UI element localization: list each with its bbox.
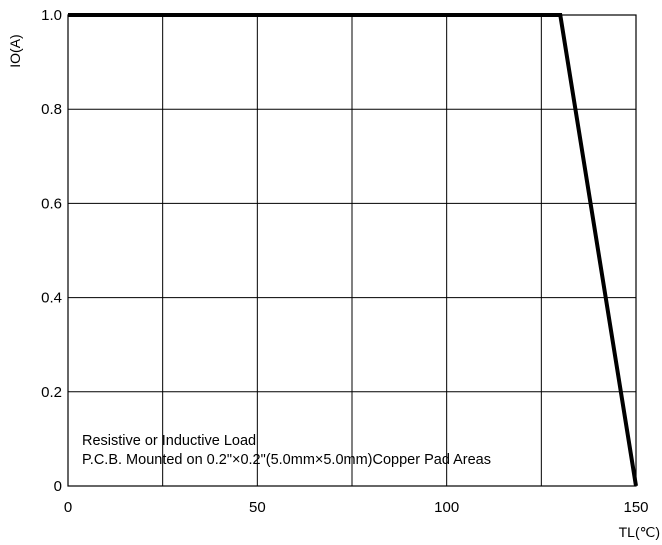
y-axis-label: IO(A) (7, 34, 23, 67)
derating-curve (68, 13, 638, 487)
y-tick-label: 0.8 (41, 101, 62, 118)
tick-labels: 0 0.2 0.4 0.6 0.8 1.0 0 50 100 150 (41, 7, 648, 516)
y-tick-label: 0.4 (41, 290, 62, 307)
x-tick-label: 50 (249, 499, 266, 516)
annotation-load-type: Resistive or Inductive Load (82, 433, 256, 449)
y-tick-label: 1.0 (41, 7, 62, 24)
y-tick-label: 0.6 (41, 195, 62, 212)
x-axis-label: TL(℃) (619, 524, 660, 540)
y-tick-label: 0.2 (41, 384, 62, 401)
series-layer (68, 13, 638, 487)
y-tick-label: 0 (54, 478, 62, 495)
annotation-pcb-mount: P.C.B. Mounted on 0.2"×0.2"(5.0mm×5.0mm)… (82, 452, 491, 468)
grid (68, 15, 636, 486)
x-tick-label: 150 (623, 499, 648, 516)
x-tick-label: 100 (434, 499, 459, 516)
x-tick-label: 0 (64, 499, 72, 516)
